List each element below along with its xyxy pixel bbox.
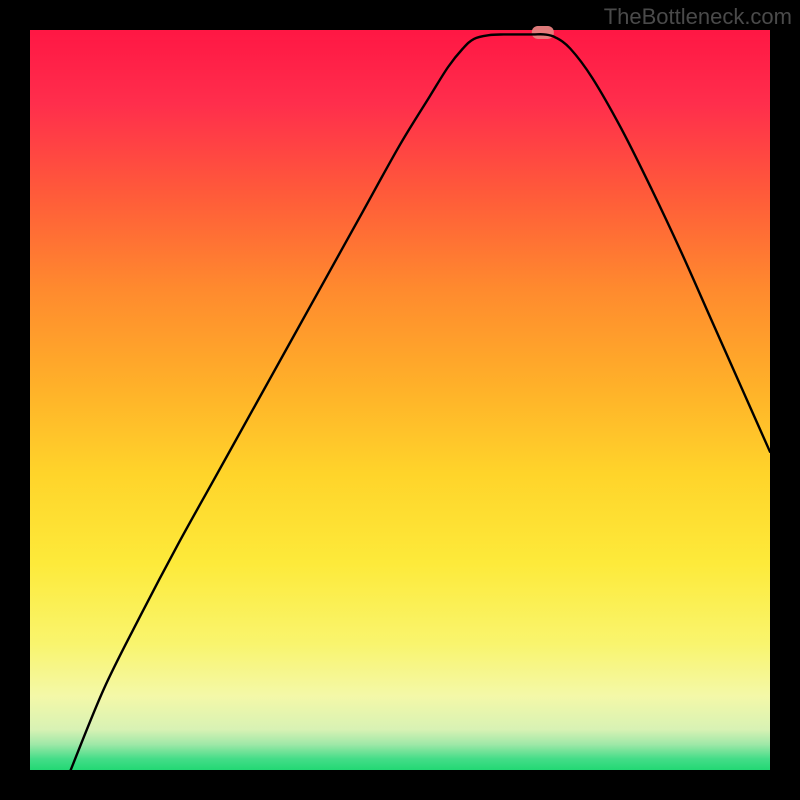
chart-svg bbox=[0, 0, 800, 800]
plot-background bbox=[30, 30, 770, 770]
bottleneck-chart: TheBottleneck.com bbox=[0, 0, 800, 800]
watermark-text: TheBottleneck.com bbox=[604, 4, 792, 30]
marker-pill bbox=[532, 26, 554, 39]
